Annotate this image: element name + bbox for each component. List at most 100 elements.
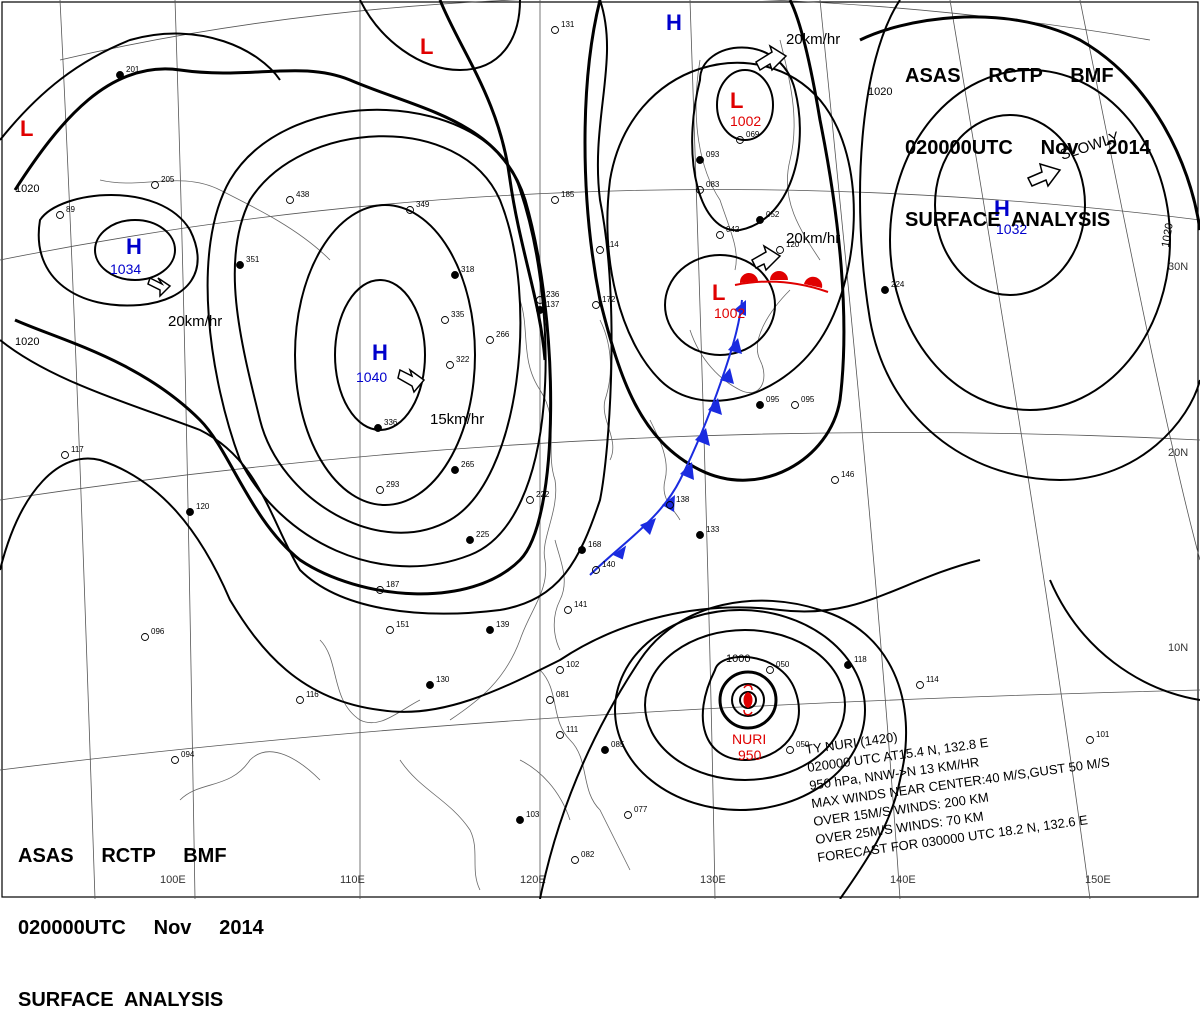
low-value-central: 1002 xyxy=(714,305,745,321)
station-marker xyxy=(171,756,179,764)
station-pressure-label: 131 xyxy=(561,20,575,29)
station-pressure-label: 139 xyxy=(496,620,510,629)
station-pressure-label: 093 xyxy=(706,150,720,159)
station-marker xyxy=(451,271,459,279)
isobar-label-1020-far-east: 1020 xyxy=(1160,222,1176,248)
station-pressure-label: 151 xyxy=(396,620,410,629)
station-pressure-label: 094 xyxy=(181,750,195,759)
station-pressure-label: 114 xyxy=(926,675,939,684)
station-marker xyxy=(451,466,459,474)
station-pressure-label: 185 xyxy=(561,190,575,199)
station-marker xyxy=(696,531,704,539)
station-marker xyxy=(151,181,159,189)
station-marker xyxy=(756,401,764,409)
cold-front xyxy=(589,299,746,576)
station-pressure-label: 095 xyxy=(766,395,780,404)
station-marker xyxy=(556,731,564,739)
station-pressure-label: 336 xyxy=(384,418,398,427)
station-pressure-label: 225 xyxy=(476,530,490,539)
station-pressure-label: 069 xyxy=(746,130,760,139)
isobar-label-1020-west: 1020 xyxy=(15,183,39,195)
station-marker xyxy=(786,746,794,754)
station-marker xyxy=(596,246,604,254)
high-center-east: H xyxy=(994,196,1010,221)
station-pressure-label: 265 xyxy=(461,460,475,469)
station-marker xyxy=(376,586,384,594)
station-marker xyxy=(1086,736,1094,744)
isobar-label-1020-east: 1020 xyxy=(868,86,892,98)
station-pressure-label: 222 xyxy=(536,490,550,499)
station-pressure-label: 118 xyxy=(854,655,867,664)
header-bottom: ASAS RCTP BMF 020000UTC Nov 2014 SURFACE… xyxy=(18,796,264,1036)
station-marker xyxy=(831,476,839,484)
station-marker xyxy=(592,566,600,574)
isobars xyxy=(0,0,1200,899)
station-pressure-label: 077 xyxy=(634,805,648,814)
station-pressure-label: 085 xyxy=(611,740,625,749)
station-pressure-label: 095 xyxy=(801,395,815,404)
station-pressure-label: 081 xyxy=(556,690,570,699)
station-marker xyxy=(386,626,394,634)
isobar-label-1020-southwest: 1020 xyxy=(15,336,39,348)
station-pressure-label: 146 xyxy=(841,470,855,479)
station-marker xyxy=(551,196,559,204)
station-marker xyxy=(624,811,632,819)
header-bottom-line2: 020000UTC Nov 2014 xyxy=(18,917,264,939)
low-value-north: 1002 xyxy=(730,113,761,129)
station-pressure-label: 082 xyxy=(581,850,595,859)
motion-label-central-high: 15km/hr xyxy=(430,411,484,428)
station-marker xyxy=(571,856,579,864)
station-pressure-label: 116 xyxy=(306,690,319,699)
header-top-line1: ASAS RCTP BMF xyxy=(905,65,1114,87)
station-marker xyxy=(564,606,572,614)
station-marker xyxy=(592,301,600,309)
high-value-west: 1034 xyxy=(110,261,141,277)
station-pressure-label: 050 xyxy=(796,740,810,749)
station-pressure-label: 266 xyxy=(496,330,510,339)
station-marker xyxy=(696,186,704,194)
station-marker xyxy=(466,536,474,544)
station-pressure-label: 322 xyxy=(456,355,470,364)
station-marker xyxy=(486,336,494,344)
motion-label-center-low: 20km/hr xyxy=(786,230,840,247)
station-marker xyxy=(916,681,924,689)
station-marker xyxy=(296,696,304,704)
station-pressure-label: 89 xyxy=(66,205,75,214)
station-pressure-label: 114 xyxy=(606,240,619,249)
station-marker xyxy=(376,486,384,494)
station-pressure-label: 168 xyxy=(588,540,602,549)
low-center-northwest: L xyxy=(420,34,433,59)
station-marker xyxy=(791,401,799,409)
station-pressure-label: 101 xyxy=(1096,730,1110,739)
station-marker xyxy=(56,211,64,219)
station-pressure-label: 102 xyxy=(566,660,580,669)
warm-front xyxy=(734,271,829,293)
station-marker xyxy=(716,231,724,239)
station-marker xyxy=(406,206,414,214)
station-pressure-label: 318 xyxy=(461,265,475,274)
station-marker xyxy=(696,156,704,164)
station-pressure-label: 052 xyxy=(766,210,780,219)
station-marker xyxy=(578,546,586,554)
lon-label-140e: 140E xyxy=(890,874,916,886)
high-center-north: H xyxy=(666,10,682,35)
station-pressure-label: 140 xyxy=(602,560,616,569)
station-pressure-label: 117 xyxy=(71,445,84,454)
station-pressure-label: 050 xyxy=(776,660,790,669)
station-marker xyxy=(186,508,194,516)
station-marker xyxy=(556,666,564,674)
station-pressure-label: 120 xyxy=(786,240,800,249)
high-value-east: 1032 xyxy=(996,221,1027,237)
motion-arrows xyxy=(147,44,1062,394)
station-marker xyxy=(426,681,434,689)
station-pressure-label: 141 xyxy=(574,600,588,609)
typhoon-name: NURI xyxy=(732,731,766,747)
station-pressure-label: 042 xyxy=(726,225,740,234)
station-pressure-label: 201 xyxy=(126,65,140,74)
station-pressure-label: 349 xyxy=(416,200,430,209)
typhoon-symbol xyxy=(743,684,753,716)
station-pressure-label: 137 xyxy=(546,300,560,309)
station-marker xyxy=(446,361,454,369)
station-marker xyxy=(536,306,544,314)
station-marker xyxy=(736,136,744,144)
